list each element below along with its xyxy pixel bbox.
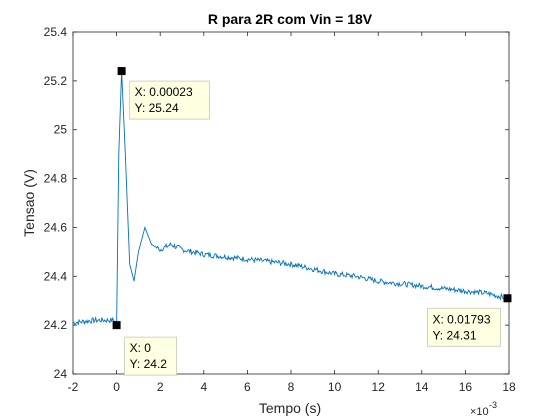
x-multiplier-exponent: -3 [489, 400, 497, 410]
data-tip-marker[interactable] [503, 294, 512, 303]
x-multiplier-base: ×10 [470, 406, 489, 418]
chart-title: R para 2R com Vin = 18V [208, 11, 373, 27]
x-axis-label: Tempo (s) [259, 400, 321, 416]
x-tick-label: 4 [200, 380, 207, 394]
data-tip-x: X: 0.00023 [135, 85, 193, 99]
data-tip-box [124, 336, 177, 376]
y-tick-label: 24.6 [44, 220, 68, 234]
y-tick-label: 25.2 [44, 74, 68, 88]
data-tip-marker[interactable] [112, 321, 121, 330]
x-tick-label: 18 [502, 380, 516, 394]
y-axis-ticks: 24 24.2 24.4 24.6 24.8 25 25.2 25.4 [44, 25, 509, 381]
x-tick-label: 8 [288, 380, 295, 394]
series-layer [72, 71, 508, 326]
y-tick-label: 24.4 [44, 269, 68, 283]
y-tick-label: 24.2 [44, 318, 68, 332]
data-tip-x: X: 0.01793 [432, 312, 490, 326]
data-tips: X: 0.00023 Y: 25.24 X: 0 Y: 24.2 X: 0.01793 Y… [112, 67, 512, 376]
data-tip-marker[interactable] [117, 67, 126, 76]
data-tip-y: Y: 24.31 [432, 328, 476, 342]
series-line [72, 71, 508, 326]
x-tick-label: 0 [113, 380, 120, 394]
y-tick-label: 25.4 [44, 25, 68, 39]
y-axis-label: Tensao (V) [21, 169, 37, 237]
x-tick-label: 16 [459, 380, 473, 394]
data-tip-y: Y: 25.24 [135, 101, 179, 115]
data-tip-box [129, 80, 211, 120]
x-tick-label: 10 [328, 380, 342, 394]
data-tip[interactable]: X: 0.01793 Y: 24.31 [427, 294, 512, 347]
data-tip-y: Y: 24.2 [130, 357, 168, 371]
x-tick-label: -2 [68, 380, 79, 394]
y-tick-label: 25 [54, 123, 68, 137]
plot-area: -2 0 2 4 6 8 10 12 14 16 18 2424.224.424.624.82525… [44, 25, 516, 394]
x-tick-label: 12 [372, 380, 386, 394]
x-tick-label: 14 [415, 380, 429, 394]
data-tip[interactable]: X: 0.00023 Y: 25.24 [117, 67, 211, 120]
y-tick-label: 24.8 [44, 172, 68, 186]
data-tip-box [427, 307, 501, 347]
x-tick-label: 2 [157, 380, 164, 394]
x-axis-multiplier: ×10 -3 [470, 400, 497, 418]
y-tick-label: 24 [54, 367, 68, 381]
data-tip-x: X: 0 [130, 341, 152, 355]
data-tip[interactable]: X: 0 Y: 24.2 [112, 321, 177, 376]
x-tick-label: 6 [244, 380, 251, 394]
